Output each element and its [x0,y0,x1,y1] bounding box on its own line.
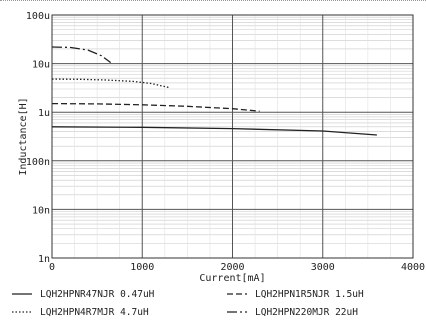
series-lines [51,46,377,136]
y-tick-label: 1n [38,254,50,265]
legend: LQH2HPNR47NJR 0.47uH LQH2HPN1R5NJR 1.5uH L… [12,289,364,318]
x-tick-label: 1000 [130,262,154,273]
y-tick-label: 100n [26,157,50,168]
y-tick-label: 10u [32,60,50,71]
series-line-2 [51,102,260,112]
legend-label: LQH2HPNR47NJR 0.47uH [40,289,155,300]
y-tick-label: 10n [32,205,50,216]
x-tick-label: 0 [49,262,55,273]
legend-label: LQH2HPN1R5NJR 1.5uH [255,289,364,300]
y-axis-ticks: 100u 10u 1u 100n 10n 1n [26,11,50,265]
series-line-4 [51,46,112,64]
x-tick-label: 3000 [311,262,335,273]
series-line-1 [51,126,377,136]
y-tick-label: 1u [38,108,50,119]
x-axis-ticks: 0 1000 2000 3000 4000 [49,262,425,273]
y-tick-label: 100u [26,11,50,22]
x-tick-label: 4000 [401,262,425,273]
y-axis-label: Inductance[H] [18,97,29,175]
series-line-3 [51,78,170,89]
x-tick-label: 2000 [220,262,244,273]
plot-frame [51,14,414,259]
legend-label: LQH2HPN220MJR 22uH [255,307,358,318]
legend-label: LQH2HPN4R7MJR 4.7uH [40,307,149,318]
x-axis-label: Current[mA] [199,273,265,284]
